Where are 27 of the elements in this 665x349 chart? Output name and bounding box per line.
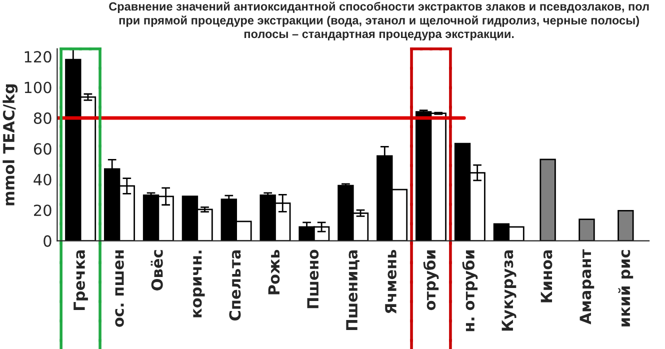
x-tick-label: Гречка xyxy=(74,250,88,310)
chart-title: Сравнение значений антиоксидантной способности экстрактов злаков и псевдозлаков, пол при прямой процедуре экстракции (вода, этанол и щелочной гидролиз, черные полосы) полосы – стандартная процедура экстракции. xyxy=(109,2,649,40)
x-tick-label: отруби xyxy=(423,250,439,310)
x-tick-label: Ячмень xyxy=(385,250,396,314)
x-tick-label: Амарант xyxy=(580,249,594,324)
y-tick-label: 20 xyxy=(34,204,52,216)
y-tick-label: 100 xyxy=(24,82,52,94)
x-tick-label: Рожь xyxy=(268,250,280,294)
y-tick-label: 60 xyxy=(34,143,52,155)
y-tick-label: 120 xyxy=(24,51,52,63)
y-tick-label: 80 xyxy=(34,112,52,124)
x-tick-label: н. отруби xyxy=(462,250,478,332)
x-tick-label: Кукуруза xyxy=(502,250,516,331)
y-tick-label: 40 xyxy=(34,174,52,186)
x-tick-label: коричн. xyxy=(193,250,205,318)
x-tick-label: ос. пшен xyxy=(115,250,124,327)
y-tick-label: 0 xyxy=(44,235,52,247)
x-tick-label: икий рис xyxy=(618,250,634,326)
bar xyxy=(540,158,556,241)
x-tick-label: Спельта xyxy=(229,250,241,321)
x-tick-label: Овёс xyxy=(150,250,163,290)
bar xyxy=(578,218,595,241)
bar xyxy=(618,210,634,241)
x-tick-label: Пшеница xyxy=(346,250,360,330)
x-tick-label: Киноа xyxy=(540,250,552,302)
x-tick-label: Пшено xyxy=(307,250,319,308)
y-axis-title: mmol TEAC/kg xyxy=(2,84,18,206)
